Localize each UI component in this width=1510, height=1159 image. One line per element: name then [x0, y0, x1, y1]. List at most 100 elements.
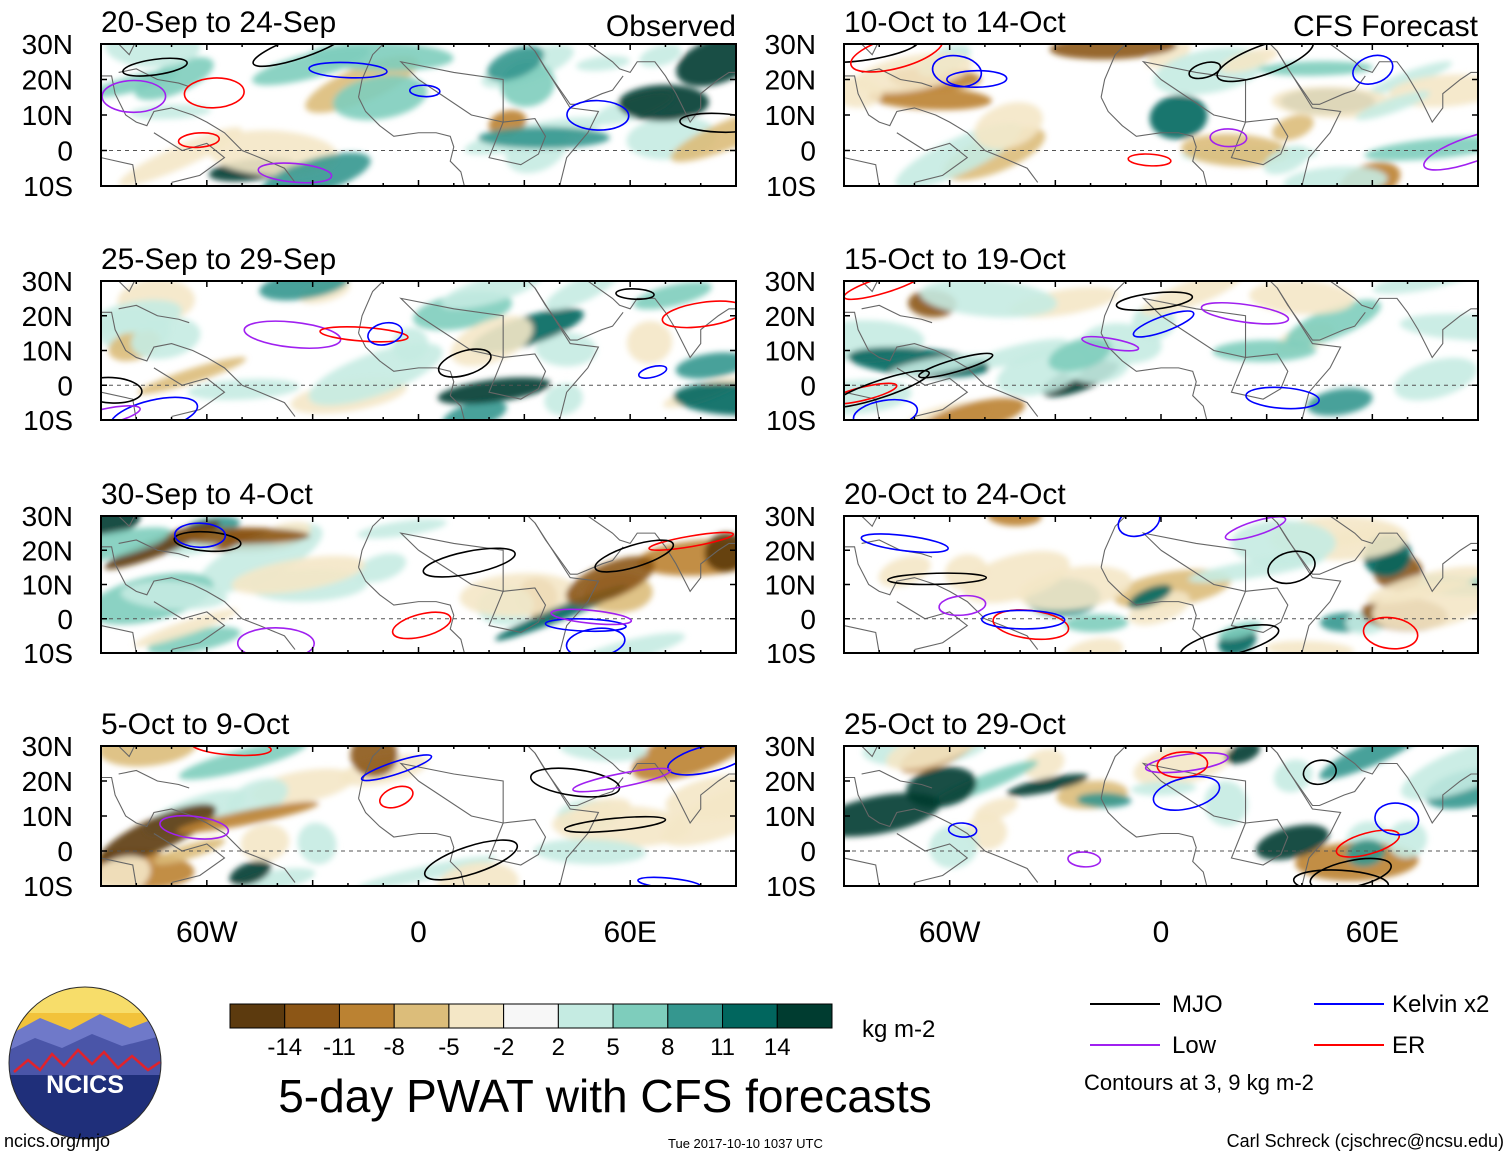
credit: Carl Schreck (cjschrec@ncsu.edu): [1226, 1131, 1504, 1151]
lat-tick-label: 30N: [22, 501, 73, 532]
lat-tick-label: 10S: [23, 638, 73, 669]
lat-tick-label: 30N: [765, 266, 816, 297]
lat-tick-label: 20N: [22, 766, 73, 797]
lat-tick-label: 30N: [765, 501, 816, 532]
lat-tick-label: 0: [57, 370, 73, 401]
lat-tick-label: 20N: [765, 535, 816, 566]
wave-contours: [844, 44, 1478, 171]
axis-ticks: [101, 280, 737, 421]
panel-period-label: 5-Oct to 9-Oct: [101, 708, 290, 741]
pwat-anomaly-field: [844, 746, 1478, 882]
colorbar-level-label: -11: [323, 1034, 356, 1061]
legend-low-label: Low: [1172, 1032, 1217, 1059]
lat-tick-label: 10N: [765, 801, 816, 832]
colorbar-level-label: 2: [552, 1034, 565, 1061]
panel-period-label: 25-Sep to 29-Sep: [101, 243, 336, 276]
map-panel: 20-Sep to 24-Sep 30N 20N 10N 0 10S: [22, 6, 737, 202]
legend-mjo-label: MJO: [1172, 991, 1223, 1018]
lat-tick-label: 10S: [766, 871, 816, 902]
panel-period-label: 10-Oct to 14-Oct: [844, 6, 1066, 39]
colorbar-swatch: [229, 1003, 286, 1029]
coastlines: [101, 281, 736, 420]
axis-ticks: [844, 280, 1479, 421]
colorbar-swatch: [722, 1003, 778, 1029]
coastlines: [101, 516, 736, 653]
lat-tick-label: 20N: [765, 766, 816, 797]
map-panel: 25-Oct to 29-Oct 30N 20N 10N 0 10S: [765, 708, 1479, 902]
lat-tick-label: 10S: [23, 171, 73, 202]
lon-tick-label: 0: [1153, 916, 1170, 949]
observed-label: Observed: [606, 10, 736, 43]
colorbar-level-label: 8: [661, 1034, 674, 1061]
coastlines: [101, 746, 736, 886]
axis-ticks: [101, 745, 737, 887]
panel-period-label: 15-Oct to 19-Oct: [844, 243, 1066, 276]
lat-tick-label: 0: [800, 836, 816, 867]
colorbar-units: kg m-2: [862, 1016, 935, 1043]
lat-tick-label: 30N: [765, 731, 816, 762]
lat-tick-label: 30N: [22, 731, 73, 762]
site-link[interactable]: ncics.org/mjo: [4, 1131, 111, 1151]
map-panel: 5-Oct to 9-Oct 30N 20N 10N 0 10S: [22, 708, 737, 902]
lat-tick-label: 0: [800, 136, 816, 167]
colorbar-level-label: 14: [764, 1034, 791, 1061]
panel-period-label: 20-Sep to 24-Sep: [101, 6, 336, 39]
lat-tick-label: 30N: [22, 29, 73, 60]
legend-er-label: ER: [1392, 1032, 1425, 1059]
legend: MJO Kelvin x2 Low ER Contours at 3, 9 kg…: [1084, 991, 1489, 1095]
lat-tick-label: 20N: [22, 65, 73, 96]
colorbar-swatch: [393, 1003, 450, 1029]
lat-tick-label: 20N: [765, 65, 816, 96]
colorbar-level-label: -2: [493, 1034, 514, 1061]
lat-tick-label: 10N: [765, 570, 816, 601]
axis-ticks: [844, 745, 1479, 887]
colorbar-level-label: 11: [710, 1034, 735, 1061]
panel-period-label: 20-Oct to 24-Oct: [844, 478, 1066, 511]
figure-title: 5-day PWAT with CFS forecasts: [278, 1070, 932, 1122]
lat-tick-label: 10N: [765, 336, 816, 367]
colorbar-swatch: [612, 1003, 669, 1029]
pwat-anomaly-field: [101, 281, 736, 420]
wave-contours: [860, 516, 1419, 653]
colorbar-swatch: [338, 1003, 395, 1029]
lat-tick-label: 30N: [22, 266, 73, 297]
logo-text: NCICS: [46, 1071, 124, 1099]
colorbar-swatch: [503, 1003, 559, 1029]
panel-period-label: 25-Oct to 29-Oct: [844, 708, 1066, 741]
axis-ticks: [844, 43, 1479, 187]
ncics-logo: NCICS: [8, 986, 162, 1140]
colorbar-level-label: -8: [384, 1034, 405, 1061]
lat-tick-label: 0: [57, 836, 73, 867]
colorbar-level-label: 5: [606, 1034, 619, 1061]
lat-tick-label: 10N: [22, 100, 73, 131]
colorbar-swatch: [667, 1003, 724, 1029]
panel-period-label: 30-Sep to 4-Oct: [101, 478, 313, 511]
colorbar-level-label: -14: [267, 1034, 302, 1061]
contour-note: Contours at 3, 9 kg m-2: [1084, 1070, 1314, 1095]
colorbar-level-label: -5: [438, 1034, 459, 1061]
wave-contours: [101, 44, 736, 184]
colorbar: -14 -11 -8 -5 -2 2 5 8 11 14: [229, 1003, 833, 1061]
lat-tick-label: 10S: [23, 405, 73, 436]
colorbar-swatch: [776, 1003, 833, 1029]
pwat-anomaly-field: [101, 516, 736, 653]
legend-kelvin-label: Kelvin x2: [1392, 991, 1489, 1018]
axis-ticks: [101, 43, 737, 187]
map-panel: 10-Oct to 14-Oct 30N 20N 10N 0 10S: [765, 6, 1479, 202]
lat-tick-label: 10S: [766, 638, 816, 669]
lat-tick-label: 20N: [22, 301, 73, 332]
lat-tick-label: 10N: [22, 336, 73, 367]
colorbar-swatch: [557, 1003, 614, 1029]
lon-tick-label: 0: [410, 916, 427, 949]
lat-tick-label: 10S: [766, 405, 816, 436]
lat-tick-label: 20N: [22, 535, 73, 566]
pwat-anomaly-field: [844, 281, 1478, 420]
axis-ticks: [101, 515, 737, 654]
wave-contours: [173, 522, 735, 653]
lat-tick-label: 0: [57, 604, 73, 635]
